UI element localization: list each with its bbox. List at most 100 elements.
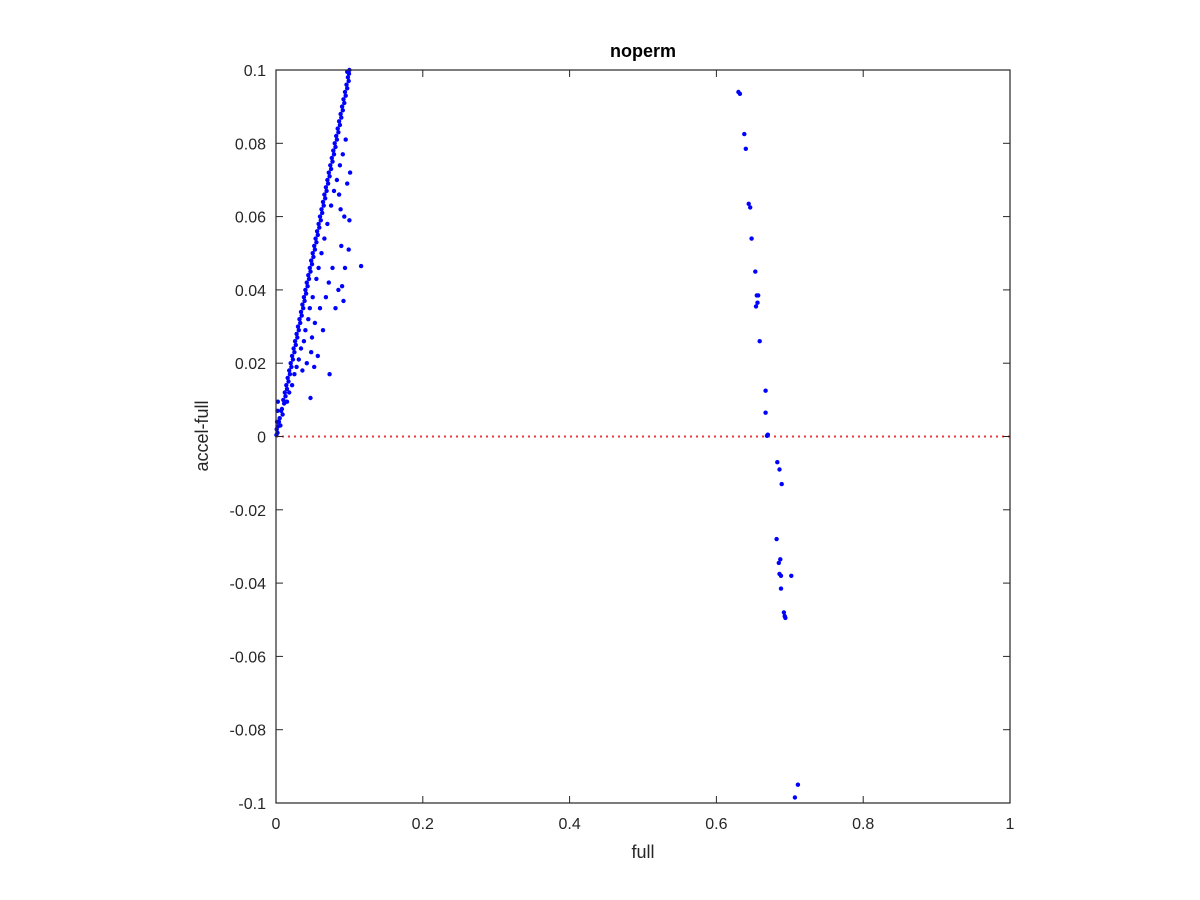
- data-point: [312, 247, 318, 252]
- x-tick-label: 0.4: [558, 816, 580, 833]
- y-tick-label: -0.1: [238, 796, 266, 813]
- data-point: [317, 306, 323, 311]
- data-point: [309, 350, 314, 355]
- data-point: [737, 91, 743, 97]
- data-point: [284, 399, 290, 404]
- data-point: [336, 130, 341, 135]
- data-point: [342, 100, 347, 106]
- data-point: [307, 306, 312, 311]
- data-point: [795, 782, 801, 787]
- data-point: [287, 372, 293, 377]
- data-point: [314, 276, 319, 282]
- y-axis-label: accel-full: [192, 400, 212, 471]
- data-point: [307, 265, 312, 271]
- data-point: [743, 146, 748, 151]
- data-point: [323, 295, 329, 300]
- data-point: [297, 317, 302, 322]
- data-point: [284, 383, 289, 388]
- data-point: [320, 210, 325, 216]
- data-point: [293, 342, 298, 348]
- data-point: [347, 170, 353, 175]
- data-point: [320, 328, 326, 333]
- data-point: [748, 205, 753, 210]
- data-point: [325, 177, 330, 183]
- data-point: [334, 133, 339, 139]
- data-point: [778, 557, 783, 562]
- data-point: [294, 331, 299, 337]
- data-point: [306, 317, 311, 322]
- data-point: [343, 93, 348, 98]
- data-point: [358, 263, 364, 269]
- data-point: [753, 269, 758, 274]
- data-point: [299, 313, 304, 318]
- data-point: [277, 416, 282, 421]
- data-point: [300, 368, 305, 373]
- data-point: [315, 232, 320, 238]
- data-point: [284, 386, 290, 392]
- data-point: [312, 320, 318, 326]
- data-point: [319, 207, 324, 212]
- data-point: [288, 361, 293, 366]
- data-point: [339, 115, 344, 120]
- data-point: [779, 481, 784, 487]
- data-point: [304, 280, 309, 285]
- data-point: [315, 353, 320, 359]
- data-point: [287, 390, 292, 395]
- data-point: [328, 203, 334, 208]
- data-point: [292, 339, 298, 344]
- data-point: [764, 433, 770, 438]
- y-tick-label: 0.06: [235, 210, 266, 227]
- data-point: [292, 350, 297, 355]
- data-point: [778, 586, 784, 591]
- data-point: [763, 388, 768, 393]
- data-point: [289, 364, 294, 370]
- data-point: [319, 251, 324, 256]
- data-point: [275, 399, 280, 404]
- data-point: [287, 368, 292, 373]
- data-point: [778, 573, 784, 578]
- data-point: [311, 254, 316, 260]
- data-point: [341, 298, 346, 304]
- data-point: [306, 273, 311, 278]
- data-point: [301, 339, 307, 344]
- data-point: [323, 196, 328, 201]
- data-point: [777, 467, 782, 472]
- data-point: [326, 170, 331, 175]
- data-point: [774, 536, 779, 542]
- data-point: [339, 104, 345, 109]
- y-tick-label: -0.04: [230, 576, 267, 593]
- x-tick-label: 1: [1006, 816, 1015, 833]
- data-point: [339, 284, 345, 289]
- x-tick-label: 0: [272, 816, 281, 833]
- data-point: [335, 126, 340, 131]
- data-point: [314, 229, 320, 234]
- data-point: [298, 346, 304, 351]
- data-point: [345, 75, 351, 80]
- data-point: [746, 201, 751, 206]
- data-point: [329, 155, 334, 161]
- data-point: [342, 89, 348, 95]
- data-point: [298, 309, 304, 315]
- data-point: [279, 406, 285, 412]
- data-point: [749, 236, 754, 241]
- data-point: [753, 304, 759, 309]
- data-point: [294, 364, 299, 370]
- data-point: [337, 163, 343, 168]
- data-point: [308, 395, 313, 401]
- data-point: [346, 247, 351, 252]
- data-point: [322, 192, 327, 197]
- data-point: [313, 236, 318, 241]
- data-point: [321, 203, 326, 208]
- data-point: [322, 236, 327, 241]
- data-point: [289, 383, 295, 388]
- x-axis-label: full: [631, 842, 654, 862]
- data-point: [281, 397, 286, 403]
- x-tick-label: 0.6: [705, 816, 727, 833]
- data-point: [755, 300, 760, 305]
- data-point: [334, 177, 340, 183]
- data-point: [302, 298, 307, 304]
- data-point: [304, 361, 309, 366]
- data-point: [303, 328, 308, 333]
- data-point: [285, 375, 290, 381]
- data-point: [312, 364, 317, 370]
